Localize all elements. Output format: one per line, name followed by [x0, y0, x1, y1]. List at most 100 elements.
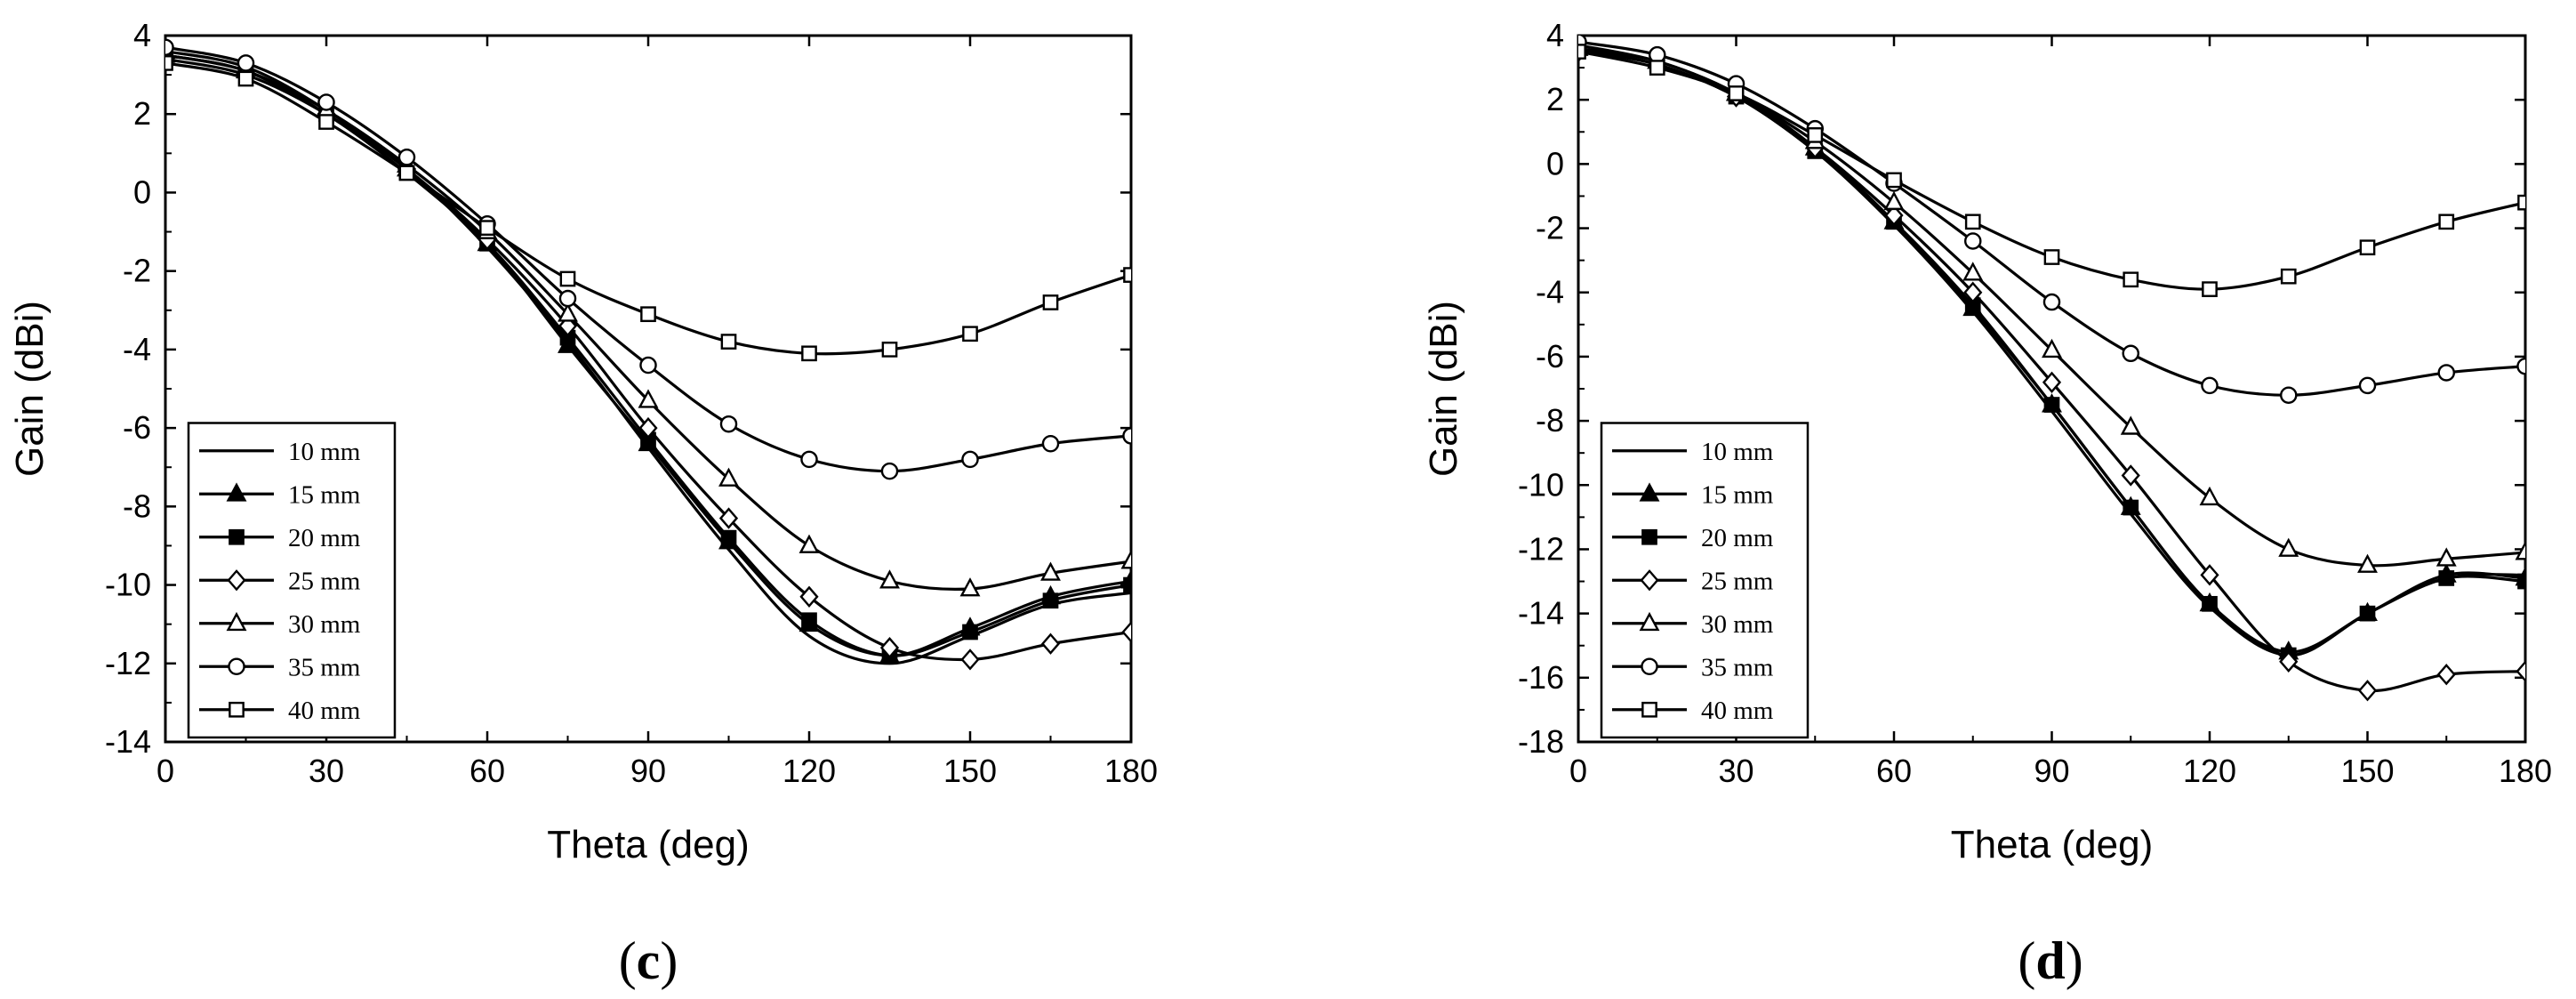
- panel-caption: (d): [2018, 931, 2082, 990]
- data-point: [558, 289, 577, 308]
- data-point: [1123, 576, 1131, 593]
- data-point: [2199, 486, 2220, 506]
- data-point: [2043, 249, 2060, 265]
- data-point: [960, 649, 980, 671]
- legend-label: 35 mm: [288, 653, 361, 681]
- legend-label: 35 mm: [1701, 653, 1774, 681]
- legend-marker: [226, 482, 247, 502]
- data-point: [638, 416, 658, 439]
- x-axis-title: Theta (deg): [547, 823, 749, 866]
- data-point: [398, 165, 415, 181]
- y-tick-label: -2: [123, 253, 151, 289]
- data-point: [1042, 294, 1059, 310]
- data-point: [1121, 621, 1131, 643]
- data-point: [2120, 415, 2141, 435]
- legend-label: 10 mm: [1701, 438, 1774, 466]
- y-tick-label: -14: [1518, 595, 1564, 632]
- legend-marker: [229, 701, 245, 718]
- data-point: [2516, 357, 2525, 375]
- chart-panel-c: 0 30 60 90 120 150 180 -14 -12 -10 -8 -6 -4 -2 0 2 4 Thet…: [8, 17, 1158, 990]
- data-point: [2200, 564, 2219, 586]
- data-point: [961, 450, 979, 469]
- data-point: [962, 326, 978, 342]
- data-point: [2357, 680, 2378, 702]
- legend-marker: [226, 611, 247, 632]
- legend-label: 25 mm: [1701, 567, 1774, 595]
- x-tick-label: 0: [156, 753, 174, 789]
- data-point: [2436, 547, 2457, 567]
- data-point: [718, 507, 739, 529]
- legend-label: 30 mm: [288, 610, 361, 639]
- y-tick-label: -4: [1536, 274, 1564, 310]
- data-point: [879, 636, 900, 659]
- data-point: [2042, 338, 2062, 359]
- legend-marker: [1641, 528, 1657, 545]
- data-point: [1962, 262, 1984, 281]
- data-point: [880, 462, 899, 480]
- panel-caption: (c): [619, 931, 678, 990]
- x-tick-label: 120: [2183, 753, 2236, 789]
- y-tick-label: -6: [1536, 338, 1564, 375]
- y-tick-label: -10: [105, 567, 151, 603]
- legend-marker: [1640, 569, 1659, 592]
- data-point: [1040, 632, 1061, 655]
- data-point: [479, 220, 495, 236]
- data-point: [318, 114, 334, 130]
- legend-label: 20 mm: [1701, 524, 1774, 552]
- data-point: [317, 93, 335, 111]
- y-tick-label: -12: [105, 645, 151, 681]
- data-point: [2438, 213, 2455, 230]
- y-tick-label: -10: [1518, 466, 1564, 503]
- caption-open: (: [2018, 931, 2035, 990]
- x-tick-label: 150: [2340, 753, 2394, 789]
- y-tick-label: 4: [133, 17, 151, 53]
- legend-label: 10 mm: [288, 438, 361, 466]
- y-axis-title: Gain (dBi): [1422, 301, 1465, 477]
- data-point: [638, 389, 659, 408]
- y-tick-label: -12: [1518, 530, 1564, 567]
- data-point: [800, 450, 818, 469]
- legend-item: 20 mm: [1612, 524, 1774, 552]
- legend-item: 40 mm: [199, 697, 361, 725]
- data-point: [2357, 553, 2378, 573]
- legend-item: 15 mm: [199, 480, 361, 509]
- legend-item: 35 mm: [1612, 653, 1774, 681]
- legend-label: 15 mm: [1701, 480, 1774, 509]
- data-point: [1884, 204, 1904, 227]
- x-tick-label: 180: [2499, 753, 2552, 789]
- legend-item: 10 mm: [1612, 438, 1774, 466]
- x-tick-label: 120: [782, 753, 836, 789]
- data-point: [558, 302, 578, 322]
- legend-marker: [1641, 657, 1658, 676]
- legend-label: 30 mm: [1701, 610, 1774, 639]
- legend-marker: [228, 657, 245, 676]
- legend-label: 15 mm: [288, 480, 361, 509]
- caption-close: ): [660, 931, 678, 990]
- y-tick-label: 4: [1546, 17, 1564, 53]
- data-point: [2042, 371, 2062, 393]
- y-tick-label: -14: [105, 723, 151, 760]
- data-point: [2517, 194, 2525, 211]
- y-tick-label: -2: [1536, 210, 1564, 246]
- data-point: [559, 270, 576, 287]
- caption-close: ): [2066, 931, 2083, 990]
- x-tick-label: 60: [1876, 753, 1912, 789]
- legend-item: 35 mm: [199, 653, 361, 681]
- data-point: [801, 612, 817, 629]
- data-point: [2042, 293, 2061, 311]
- y-tick-label: -4: [123, 331, 151, 367]
- legend-item: 40 mm: [1612, 697, 1774, 725]
- data-point: [1123, 267, 1131, 283]
- x-tick-label: 150: [943, 753, 997, 789]
- data-point: [1649, 60, 1665, 76]
- data-point: [640, 306, 656, 323]
- data-point: [1886, 172, 1902, 189]
- data-point: [959, 577, 981, 597]
- legend-label: 20 mm: [288, 524, 361, 552]
- x-tick-label: 30: [1718, 753, 1753, 789]
- data-point: [1728, 85, 1745, 101]
- y-tick-label: -6: [123, 409, 151, 446]
- legend-item: 15 mm: [1612, 480, 1774, 509]
- legend: 10 mm 15 mm 20 mm 25 mm 30 mm 35 mm 40 mm: [187, 422, 397, 739]
- legend-label: 40 mm: [288, 697, 361, 725]
